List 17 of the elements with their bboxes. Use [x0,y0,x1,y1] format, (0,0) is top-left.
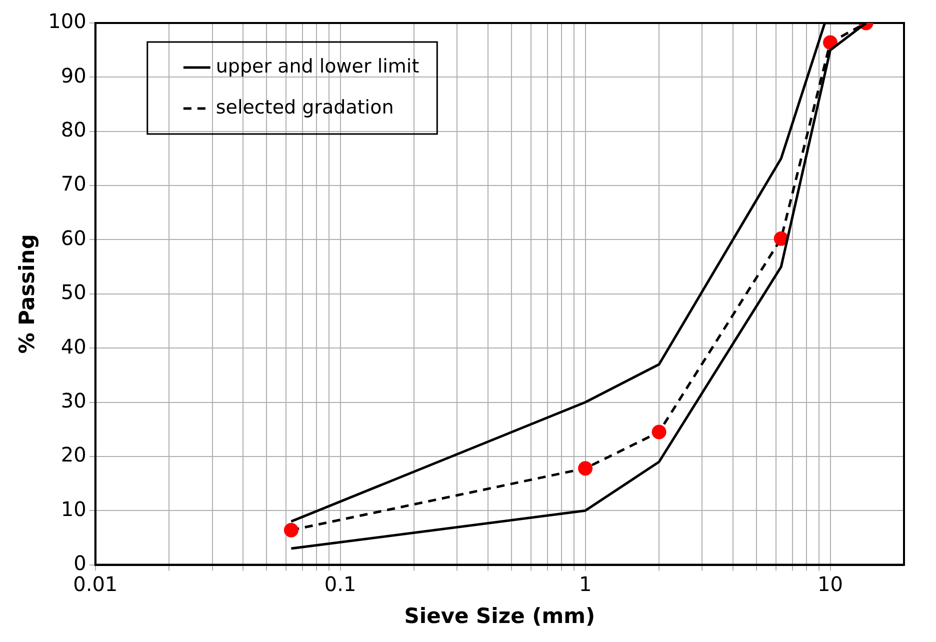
x-tick-label: 10 [818,572,843,596]
y-tick-label: 40 [60,334,86,358]
x-tick-label: 1 [578,572,592,596]
legend-label: selected gradation [216,96,394,118]
y-tick-label: 100 [48,9,86,34]
y-tick-label: 10 [60,496,86,521]
y-tick-label: 30 [60,388,86,412]
y-axis-title: % Passing [15,234,40,354]
x-tick-label: 0.1 [324,572,356,596]
y-tick-label: 50 [60,280,86,304]
y-tick-label: 60 [60,226,86,250]
y-tick-label: 70 [60,172,86,196]
y-tick-label: 90 [60,63,86,88]
legend-label: upper and lower limit [216,55,420,78]
x-axis-title: Sieve Size (mm) [404,604,596,628]
y-tick-label: 20 [60,442,86,467]
y-tick-label: 80 [60,118,86,142]
